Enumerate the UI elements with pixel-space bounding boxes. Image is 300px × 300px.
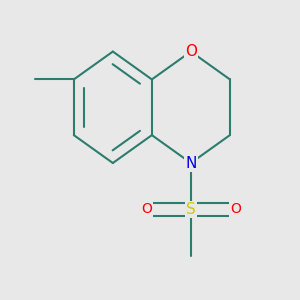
Text: N: N bbox=[185, 155, 196, 170]
Text: S: S bbox=[186, 202, 196, 217]
Text: O: O bbox=[185, 44, 197, 59]
Text: O: O bbox=[141, 202, 152, 216]
Text: O: O bbox=[230, 202, 241, 216]
